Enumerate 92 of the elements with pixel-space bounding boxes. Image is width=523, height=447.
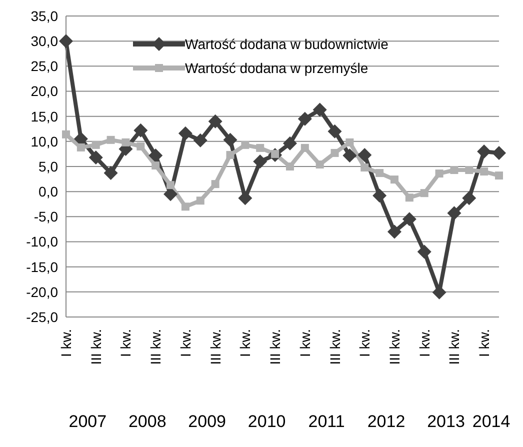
text: 2010 <box>248 412 286 431</box>
y-tick-label: -5,0 <box>34 208 58 225</box>
x-tick-label: III kw. <box>88 329 104 365</box>
y-tick-label: 0,0 <box>38 184 58 200</box>
text: 2007 <box>68 412 107 431</box>
x-tick-label: III kw. <box>386 329 402 365</box>
point <box>193 133 208 148</box>
point <box>76 143 85 152</box>
point <box>480 168 488 176</box>
point <box>447 206 462 220</box>
point <box>346 138 354 146</box>
x-tick-label: I kw. <box>118 329 134 358</box>
point <box>330 148 339 157</box>
point <box>402 212 416 226</box>
legend-label: Wartość dodana w przemyśle <box>185 60 368 76</box>
text: 2011 <box>308 412 345 431</box>
y-tick-label: -25,0 <box>26 308 58 325</box>
y-tick-label: 15,0 <box>30 108 58 124</box>
y-tick-label: 35,0 <box>30 8 58 24</box>
point <box>164 187 178 202</box>
point <box>106 136 115 144</box>
point <box>241 140 250 149</box>
text: 2009 <box>188 412 226 431</box>
text: 2008 <box>128 412 166 431</box>
point <box>417 244 432 259</box>
point <box>328 124 342 138</box>
point <box>181 202 190 211</box>
x-tick-label: I kw. <box>296 329 313 358</box>
point <box>390 176 398 184</box>
point <box>360 164 369 172</box>
point <box>152 161 160 170</box>
point <box>465 166 474 174</box>
point <box>136 142 145 150</box>
x-tick-label: III kw. <box>148 329 164 365</box>
x-tick-label: I kw. <box>177 329 194 358</box>
point <box>435 170 444 178</box>
point <box>358 148 372 162</box>
point <box>492 146 506 160</box>
y-tick-label: -15,0 <box>26 258 58 275</box>
point <box>286 162 294 170</box>
point <box>104 166 118 180</box>
point <box>148 148 163 162</box>
y-tick-label: 5,0 <box>38 158 58 174</box>
point <box>122 138 130 146</box>
x-tick-label: III kw. <box>267 329 284 365</box>
point <box>450 166 458 174</box>
point <box>208 114 222 128</box>
y-tick-label: 30,0 <box>30 33 58 50</box>
point <box>312 102 327 117</box>
point <box>92 140 100 149</box>
x-tick-label: I kw. <box>416 329 432 358</box>
text: 2014 <box>472 412 510 431</box>
point <box>223 132 238 147</box>
point <box>256 144 264 152</box>
point <box>495 172 503 180</box>
point <box>387 224 402 239</box>
x-tick-label: I kw. <box>356 329 373 358</box>
point <box>178 126 192 140</box>
legend-label: Wartość dodana w budownictwie <box>185 36 388 52</box>
point <box>298 112 312 126</box>
point <box>88 150 103 164</box>
x-tick-label: III kw. <box>207 329 224 365</box>
x-tick-label: III kw. <box>326 329 343 365</box>
x-tick-label: I kw. <box>58 329 74 358</box>
text: 2013 <box>427 412 465 431</box>
point <box>372 188 387 203</box>
point <box>462 191 476 206</box>
y-tick-label: -20,0 <box>26 284 58 300</box>
y-tick-label: 25,0 <box>30 58 58 74</box>
text: 2012 <box>367 412 406 431</box>
point <box>253 154 268 168</box>
point <box>342 148 357 162</box>
x-tick-label: I kw. <box>476 329 492 358</box>
point <box>300 144 309 152</box>
point <box>316 160 324 168</box>
point <box>211 180 220 188</box>
point <box>226 150 234 159</box>
y-tick-label: -10,0 <box>26 234 58 250</box>
point <box>134 123 148 138</box>
point <box>196 196 204 205</box>
point <box>59 34 73 48</box>
x-tick-label: III kw. <box>446 329 462 365</box>
y-tick-label: 20,0 <box>30 83 58 100</box>
point <box>282 136 297 150</box>
point <box>405 194 414 202</box>
point <box>477 144 492 158</box>
point <box>420 189 428 198</box>
y-tick-label: 10,0 <box>30 133 58 150</box>
point <box>62 130 70 138</box>
point <box>166 181 175 190</box>
point <box>376 169 384 178</box>
x-tick-label: I kw. <box>237 329 254 358</box>
